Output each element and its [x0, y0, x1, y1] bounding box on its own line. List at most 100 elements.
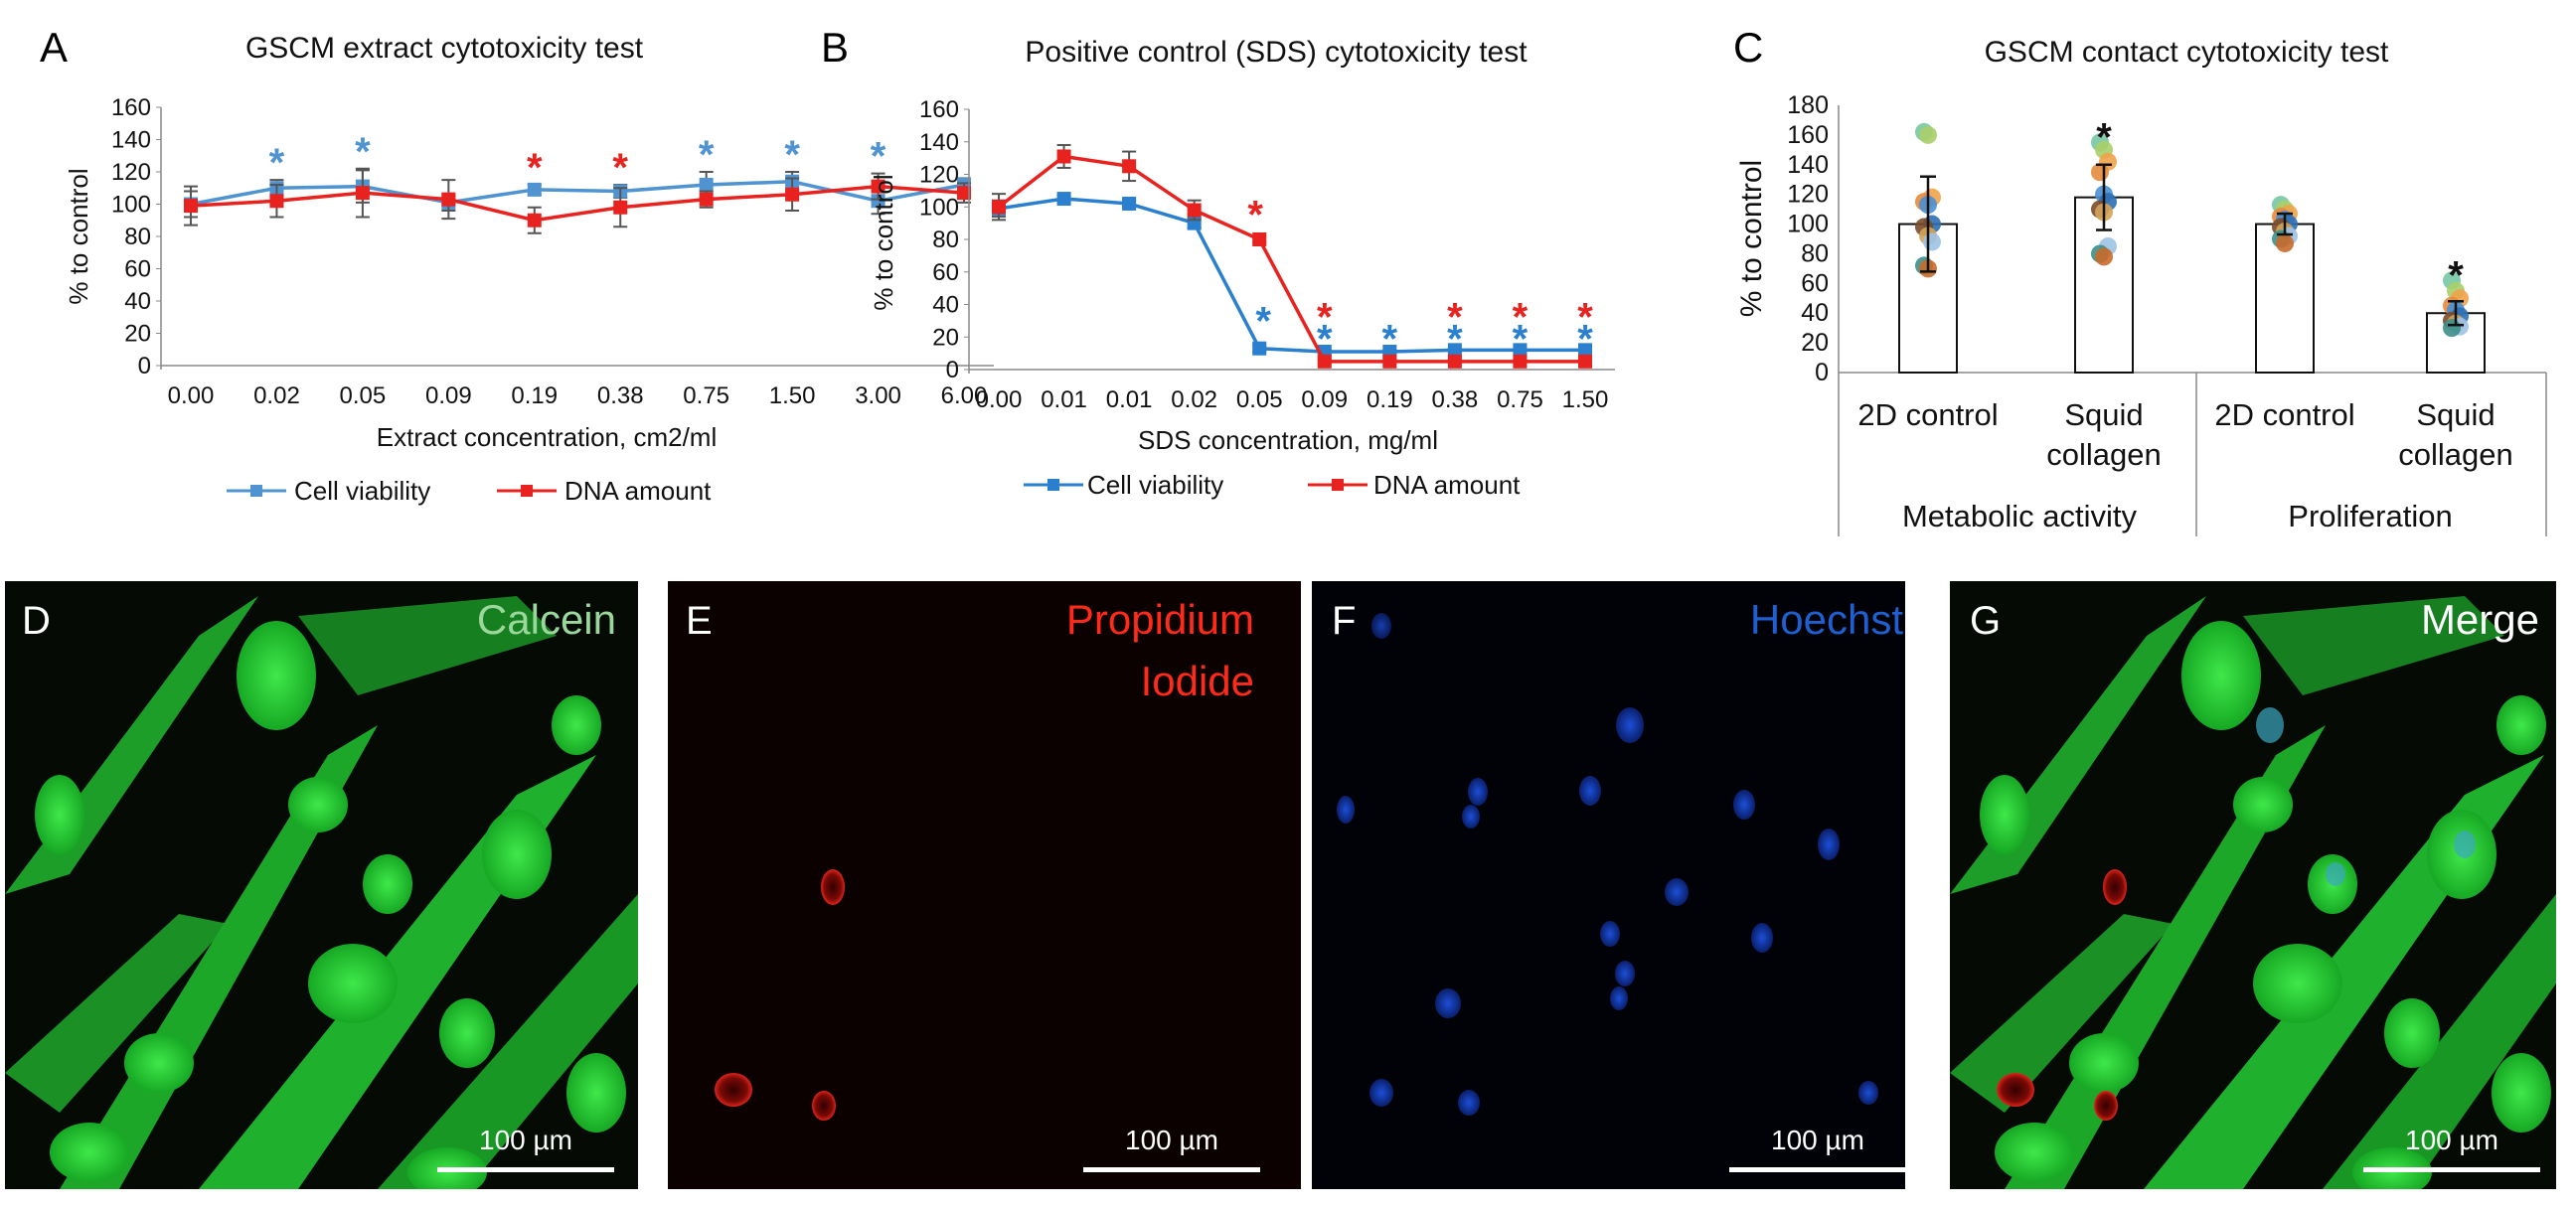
chart-c-group-label-metabolic: Metabolic activity: [1902, 499, 2138, 533]
c-category-label: Squid: [2416, 397, 2495, 432]
b-significance-star: *: [1317, 295, 1333, 339]
chart-a-x-label: Extract concentration, cm2/ml: [377, 422, 717, 452]
a-x-tick-label: 0.75: [683, 382, 729, 409]
b-x-tick-label: 0.01: [1106, 386, 1153, 413]
chart-c-significance: **: [2096, 115, 2464, 297]
panel-a: A GSCM extract cytotoxicity test 0 20 40 60…: [40, 24, 994, 506]
scale-bar-g: [2363, 1167, 2540, 1172]
b-series-line: [997, 154, 1585, 364]
chart-c-group-label-proliferation: Proliferation: [2288, 499, 2452, 533]
scale-bar-d-label: 100 µm: [479, 1125, 572, 1155]
chart-a-series: [184, 167, 971, 234]
a-data-point: [699, 178, 714, 192]
panel-letter-a: A: [40, 24, 68, 71]
a-y-tick-label: 140: [111, 127, 151, 154]
a-x-tick-label: 0.38: [597, 382, 644, 409]
b-data-point: [1513, 343, 1528, 358]
a-y-tick-label: 40: [124, 288, 151, 315]
chart-a-title: GSCM extract cytotoxicity test: [245, 32, 644, 65]
c-category-label: Squid: [2064, 397, 2143, 432]
panel-e: E Propidium Iodide 100 µm: [668, 581, 1301, 1189]
b-significance-star: *: [1317, 317, 1333, 361]
b-significance-star: *: [1513, 317, 1529, 361]
a-series-dna-amount: [184, 167, 971, 234]
chart-b-significance: **** * ** ** **: [1247, 194, 1593, 362]
b-data-point: [1447, 343, 1462, 358]
c-category-label: collagen: [2046, 437, 2161, 472]
micrograph-e-label-line1: Propidium: [1066, 596, 1254, 643]
panel-b: B Positive control (SDS) cytotoxicity te…: [821, 24, 1615, 500]
b-data-point: [1187, 203, 1202, 218]
c-category-label: 2D control: [1857, 397, 1998, 432]
a-x-tick-label: 0.19: [511, 382, 558, 409]
legend-a-dna-marker: [521, 485, 533, 497]
a-data-point: [785, 187, 800, 202]
b-data-point: [1382, 354, 1397, 369]
b-significance-star: *: [1255, 300, 1271, 344]
panel-letter-e: E: [686, 599, 713, 643]
scale-bar-d: [437, 1167, 614, 1172]
panel-letter-d: D: [22, 599, 51, 643]
legend-a-viability-marker: [250, 485, 262, 497]
chart-c-bars: [1898, 196, 2486, 375]
micrograph-g-label: Merge: [2421, 596, 2539, 643]
c-data-point: [2443, 319, 2461, 338]
panel-letter-f: F: [1332, 599, 1356, 643]
a-significance-star: *: [269, 141, 285, 185]
legend-b-viability-label: Cell viability: [1087, 470, 1223, 500]
a-x-tick-label: 0.02: [253, 382, 300, 409]
c-y-tick-label: 20: [1801, 329, 1829, 357]
b-significance-star: *: [1447, 295, 1463, 339]
b-x-tick-label: 1.50: [1562, 386, 1609, 413]
c-category-label: 2D control: [2214, 397, 2354, 432]
a-x-tick-label: 6.00: [941, 382, 988, 409]
b-data-point: [1578, 343, 1592, 358]
b-y-tick-label: 120: [919, 162, 959, 189]
panel-g: G Merge 100 µm: [1950, 581, 2556, 1189]
b-data-point: [1317, 354, 1332, 369]
b-x-tick-label: 0.00: [976, 386, 1023, 413]
b-significance-star: *: [1382, 317, 1398, 361]
a-x-tick-label: 0.00: [168, 382, 215, 409]
a-data-point: [527, 182, 542, 197]
chart-b-title: Positive control (SDS) cytotoxicity test: [1025, 36, 1528, 69]
a-y-tick-label: 0: [138, 353, 151, 379]
c-data-point: [1923, 232, 1941, 251]
legend-b-dna-marker: [1332, 479, 1344, 491]
chart-a-x-ticks: 0.00 0.02 0.05 0.09 0.19 0.38 0.75 1.50 3.00 6.00: [168, 382, 988, 409]
c-y-tick-label: 0: [1815, 359, 1829, 386]
chart-c-error-bars: [1920, 163, 2464, 327]
a-y-tick-label: 80: [124, 224, 151, 250]
micrograph-e-label-line2: Iodide: [1141, 658, 1254, 704]
b-x-tick-label: 0.19: [1367, 386, 1413, 413]
legend-b-viability-marker: [1047, 479, 1059, 491]
a-significance-star: *: [699, 133, 715, 177]
c-y-tick-label: 160: [1787, 121, 1829, 149]
c-y-tick-label: 140: [1787, 151, 1829, 179]
c-y-tick-label: 120: [1787, 181, 1829, 209]
b-x-tick-label: 0.02: [1171, 386, 1217, 413]
c-y-tick-label: 40: [1801, 299, 1829, 327]
a-data-point: [613, 200, 628, 215]
c-significance-star: *: [2096, 115, 2112, 159]
a-data-point: [957, 186, 971, 201]
panel-c: C GSCM contact cytotoxicity test 0204060…: [1733, 24, 2547, 536]
chart-c-y-label: % to control: [1735, 160, 1768, 317]
b-x-tick-label: 0.09: [1301, 386, 1348, 413]
c-significance-star: *: [2448, 253, 2464, 297]
chart-b-x-label: SDS concentration, mg/ml: [1138, 425, 1438, 455]
chart-c-title: GSCM contact cytotoxicity test: [1985, 36, 2389, 69]
panel-f: F Hoechst 100 µm: [1312, 581, 1906, 1189]
c-y-tick-label: 80: [1801, 239, 1829, 267]
b-data-point: [1513, 354, 1528, 369]
micrograph-f: [1312, 581, 1905, 1189]
a-series-line: [190, 179, 965, 207]
micrograph-e-nuclei: [715, 869, 845, 1121]
a-x-tick-label: 0.09: [425, 382, 472, 409]
a-x-tick-label: 1.50: [769, 382, 816, 409]
panel-letter-b: B: [821, 24, 849, 71]
b-data-point: [1122, 159, 1137, 174]
micrograph-e: [668, 581, 1301, 1189]
